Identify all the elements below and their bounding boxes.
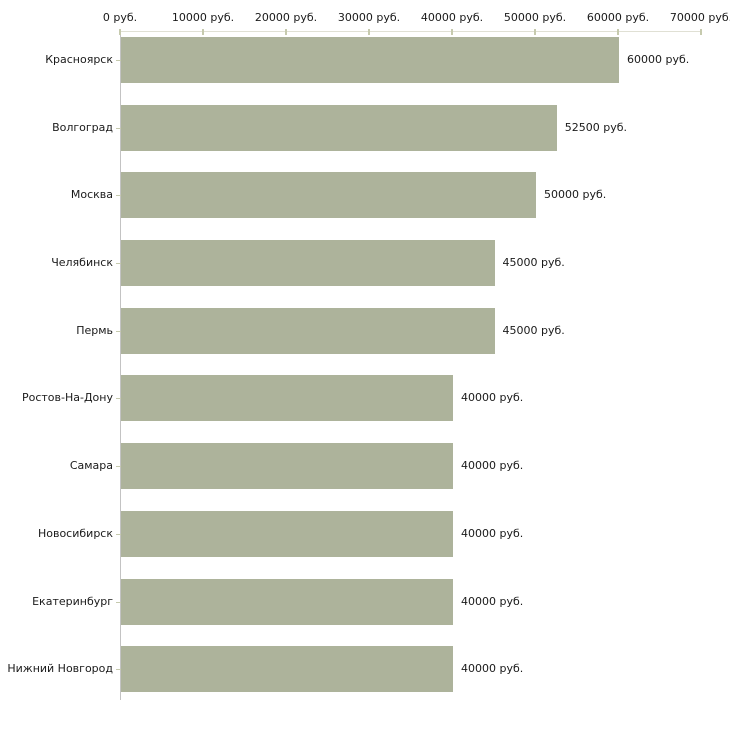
x-tick-mark [534,29,536,35]
y-tick-mark [116,263,121,265]
y-tick-mark [116,601,121,603]
category-label: Новосибирск [37,526,113,540]
category-label: Нижний Новгород [7,662,113,676]
y-tick-mark [116,330,121,332]
bar [121,646,453,693]
x-tick-mark [617,29,619,35]
bar-row: Самара 40000 руб. [0,443,730,490]
category-label: Самара [69,459,113,473]
value-label: 52500 руб. [564,120,628,134]
x-tick-mark [700,29,702,35]
bar-row: Москва 50000 руб. [0,172,730,219]
x-tick-mark [119,29,121,35]
bar [121,104,557,151]
y-axis-line [120,31,121,700]
bar [121,37,619,83]
value-label: 45000 руб. [502,256,565,270]
y-tick-mark [116,127,121,129]
x-tick-mark [368,29,370,35]
category-label: Волгоград [52,120,113,134]
x-tick-label: 10000 руб. [171,11,235,24]
x-tick-mark [451,29,453,35]
x-tick-mark [285,29,287,35]
x-tick-label: 50000 руб. [503,11,567,24]
value-label: 45000 руб. [502,323,565,337]
x-tick-mark [202,29,204,35]
y-tick-mark [116,669,121,671]
value-label: 50000 руб. [544,188,607,202]
bar-row: Пермь 45000 руб. [0,307,730,354]
y-tick-mark [116,533,121,535]
bar [121,172,536,219]
category-label: Екатеринбург [32,594,113,608]
value-label: 40000 руб. [461,594,524,608]
x-axis-line [120,31,702,32]
bar [121,443,453,490]
bar [121,510,453,557]
bar-row: Челябинск 45000 руб. [0,240,730,287]
value-label: 40000 руб. [461,662,524,676]
value-label: 60000 руб. [627,53,690,66]
x-tick-label: 70000 руб. [669,11,730,24]
x-tick-label: 60000 руб. [586,11,650,24]
x-tick-label: 40000 руб. [420,11,484,24]
value-label: 40000 руб. [461,526,524,540]
bar [121,375,453,422]
category-label: Челябинск [51,256,113,270]
category-label: Пермь [76,323,113,337]
category-label: Ростов-На-Дону [21,391,113,405]
bar-row: Новосибирск 40000 руб. [0,510,730,557]
bar-row: Волгоград 52500 руб. [0,104,730,151]
y-tick-mark [116,466,121,468]
y-tick-mark [116,195,121,197]
value-label: 40000 руб. [461,459,524,473]
value-label: 40000 руб. [461,391,524,405]
bar [121,240,495,287]
y-tick-mark [116,398,121,400]
y-tick-mark [116,60,121,61]
bars-area: Красноярск 60000 руб. Волгоград 52500 руб. М… [0,37,730,693]
bar [121,578,453,625]
category-label: Москва [70,188,113,202]
bar-row: Красноярск 60000 руб. [0,37,730,83]
bar [121,307,495,354]
bar-row: Екатеринбург 40000 руб. [0,578,730,625]
x-tick-label: 0 руб. [102,11,138,24]
x-tick-label: 20000 руб. [254,11,318,24]
bar-row: Ростов-На-Дону 40000 руб. [0,375,730,422]
x-tick-label: 30000 руб. [337,11,401,24]
bar-row: Нижний Новгород 40000 руб. [0,646,730,693]
category-label: Красноярск [45,53,113,66]
